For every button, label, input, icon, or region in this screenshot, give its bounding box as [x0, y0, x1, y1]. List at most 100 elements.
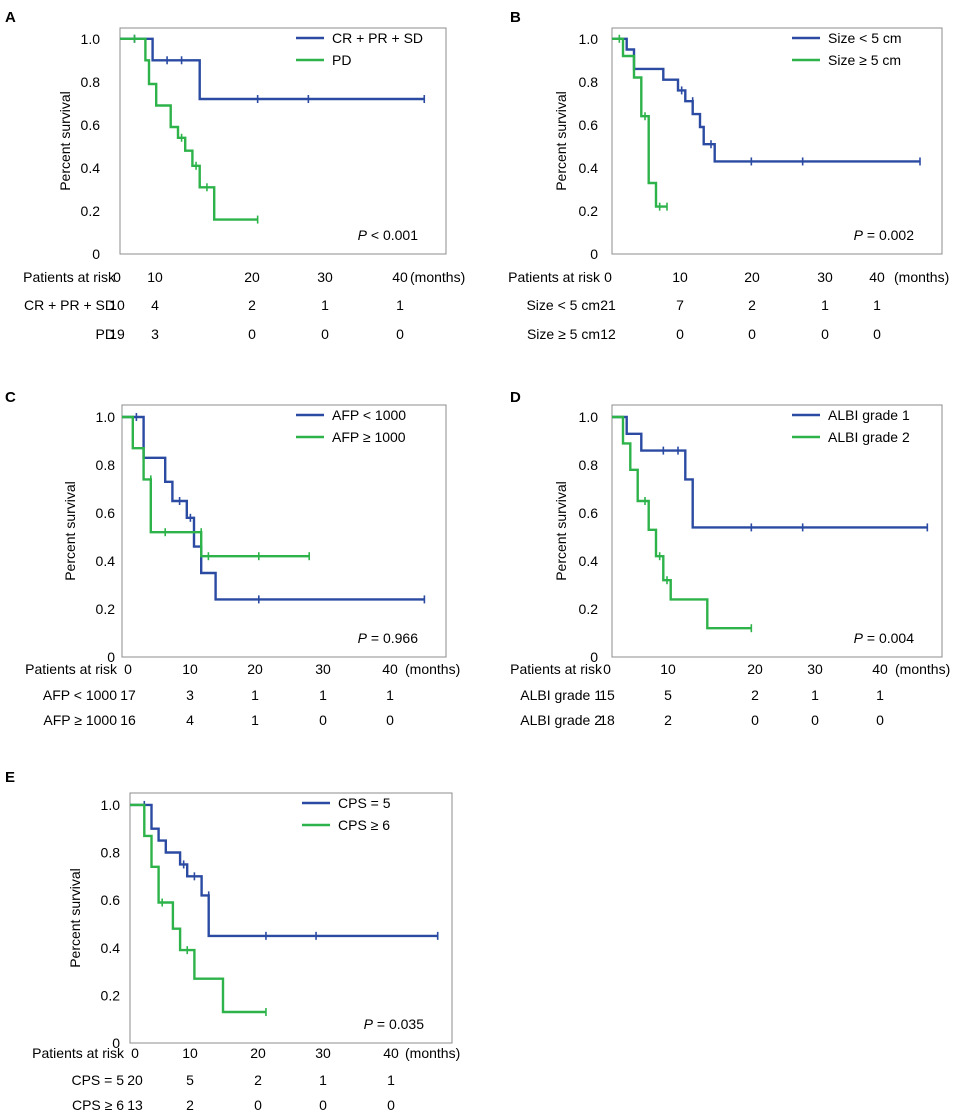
- risk-count: 2: [748, 297, 756, 313]
- x-tick-label: 10: [182, 1045, 198, 1061]
- x-unit-label: (months): [895, 661, 950, 677]
- risk-count: 19: [109, 326, 125, 342]
- risk-count: 20: [127, 1072, 143, 1088]
- y-tick-label: 0.2: [96, 601, 116, 617]
- y-axis-label: Percent survival: [62, 481, 78, 581]
- legend-entry: ALBI grade 2: [828, 429, 910, 445]
- x-tick-label: 30: [317, 269, 333, 285]
- risk-group-label: Size < 5 cm: [526, 297, 600, 313]
- y-tick-label: 0: [92, 246, 100, 262]
- risk-count: 0: [387, 1097, 395, 1113]
- risk-count: 2: [751, 687, 759, 703]
- x-tick-label: 20: [247, 661, 263, 677]
- p-value: P = 0.035: [364, 1016, 425, 1032]
- risk-count: 0: [748, 326, 756, 342]
- risk-group-label: ALBI grade 2: [520, 712, 602, 728]
- y-tick-label: 0: [590, 649, 598, 665]
- km-curve-series-1: [612, 37, 920, 163]
- x-tick-label: 30: [807, 661, 823, 677]
- y-tick-label: 0.4: [81, 160, 101, 176]
- y-tick-label: 0: [107, 649, 115, 665]
- x-tick-label: 40: [382, 661, 398, 677]
- x-tick-label: 40: [872, 661, 888, 677]
- y-tick-label: 1.0: [579, 409, 599, 425]
- risk-count: 1: [811, 687, 819, 703]
- risk-count: 15: [599, 687, 615, 703]
- x-tick-label: 30: [315, 661, 331, 677]
- x-unit-label: (months): [410, 269, 465, 285]
- y-tick-label: 0.2: [101, 987, 121, 1003]
- risk-count: 1: [876, 687, 884, 703]
- risk-group-label: CR + PR + SD: [24, 297, 115, 313]
- plot-frame: [611, 27, 943, 255]
- km-panel-d: D 0 0.2 0.4 0.6 0.8 1.0 Percent survival ALBI gr…: [510, 389, 950, 728]
- p-value: P = 0.966: [358, 630, 419, 646]
- y-tick-label: 0.6: [96, 505, 116, 521]
- x-tick-label: 0: [603, 661, 611, 677]
- legend-entry: AFP ≥ 1000: [332, 429, 406, 445]
- x-tick-label: 0: [113, 269, 121, 285]
- y-tick-label: 1.0: [81, 31, 101, 47]
- km-panel-c: C 0 0.2 0.4 0.6 0.8 1.0 Percent survival AFP < 1…: [5, 389, 460, 728]
- risk-group-label: ALBI grade 1: [520, 687, 602, 703]
- risk-count: 4: [151, 297, 159, 313]
- y-axis-label: Percent survival: [553, 481, 569, 581]
- km-curve-series-2: [130, 803, 266, 1014]
- y-tick-label: 0.6: [579, 505, 599, 521]
- risk-count: 18: [599, 712, 615, 728]
- x-tick-label: 10: [672, 269, 688, 285]
- risk-count: 5: [664, 687, 672, 703]
- panel-letter: C: [5, 389, 16, 406]
- x-tick-label: 40: [383, 1045, 399, 1061]
- panel-letter: A: [5, 9, 16, 26]
- risk-count: 2: [186, 1097, 194, 1113]
- y-tick-label: 0.2: [579, 601, 599, 617]
- risk-count: 1: [319, 1072, 327, 1088]
- risk-count: 0: [254, 1097, 262, 1113]
- risk-count: 13: [127, 1097, 143, 1113]
- x-tick-label: 30: [315, 1045, 331, 1061]
- x-unit-label: (months): [405, 1045, 460, 1061]
- y-tick-label: 0: [590, 246, 598, 262]
- risk-count: 1: [873, 297, 881, 313]
- risk-count: 0: [821, 326, 829, 342]
- x-tick-label: 40: [392, 269, 408, 285]
- x-tick-label: 20: [250, 1045, 266, 1061]
- y-tick-label: 0.4: [96, 553, 116, 569]
- risk-count: 0: [751, 712, 759, 728]
- legend-entry: PD: [332, 52, 351, 68]
- plot-frame: [119, 27, 447, 255]
- legend-entry: ALBI grade 1: [828, 407, 910, 423]
- risk-group-label: Size ≥ 5 cm: [527, 326, 600, 342]
- risk-count: 1: [387, 1072, 395, 1088]
- km-panel-b: B 0 0.2 0.4 0.6 0.8 1.0 Percent survival Size < …: [508, 9, 949, 342]
- x-tick-label: 10: [182, 661, 198, 677]
- p-value: P = 0.004: [854, 630, 915, 646]
- x-unit-label: (months): [894, 269, 949, 285]
- risk-group-label: CPS = 5: [71, 1072, 124, 1088]
- risk-count: 3: [186, 687, 194, 703]
- km-curve-series-1: [120, 37, 425, 101]
- y-tick-label: 0.2: [81, 203, 101, 219]
- x-tick-label: 20: [244, 269, 260, 285]
- risk-count: 16: [120, 712, 136, 728]
- x-tick-label: 30: [817, 269, 833, 285]
- y-axis-label: Percent survival: [57, 91, 73, 191]
- panel-letter: D: [510, 389, 521, 406]
- risk-count: 0: [873, 326, 881, 342]
- risk-count: 1: [251, 687, 259, 703]
- risk-count: 1: [386, 687, 394, 703]
- y-tick-label: 0.6: [101, 892, 121, 908]
- legend-entry: CPS = 5: [338, 795, 391, 811]
- risk-group-label: AFP < 1000: [43, 687, 117, 703]
- risk-row-label: Patients at risk: [32, 1045, 125, 1061]
- y-tick-label: 0.4: [579, 553, 599, 569]
- legend-entry: AFP < 1000: [332, 407, 406, 423]
- risk-count: 12: [600, 326, 616, 342]
- legend-entry: Size < 5 cm: [828, 30, 902, 46]
- y-tick-label: 0: [112, 1035, 120, 1051]
- legend-entry: Size ≥ 5 cm: [828, 52, 901, 68]
- risk-count: 0: [319, 712, 327, 728]
- risk-count: 1: [396, 297, 404, 313]
